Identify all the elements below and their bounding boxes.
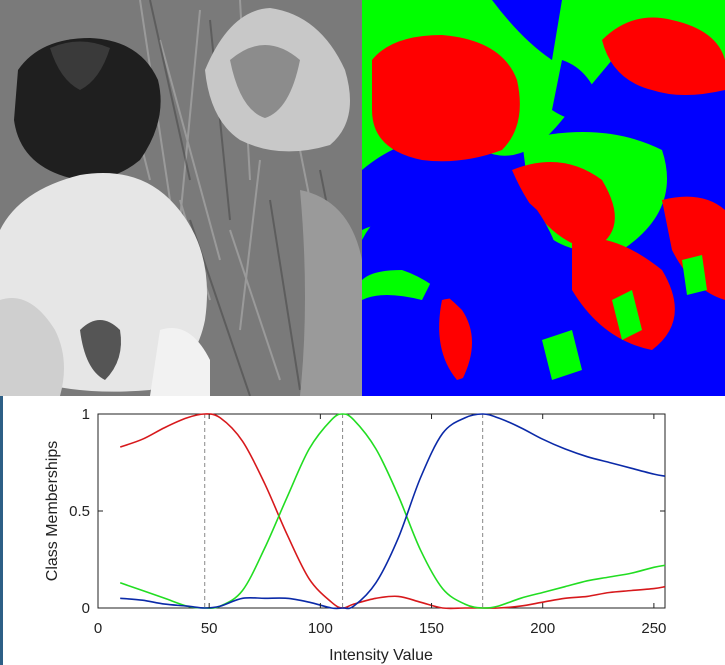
plot-area — [97, 413, 666, 609]
x-tick-label-1: 50 — [201, 620, 218, 637]
x-tick-label-3: 150 — [419, 620, 444, 637]
left-border-strip — [0, 396, 3, 665]
x-tick-label-0: 0 — [94, 620, 102, 637]
grayscale-tulip-image — [0, 0, 362, 396]
x-tick-label-5: 250 — [641, 620, 666, 637]
cluster-center-lines — [204, 414, 484, 608]
x-tick-label-2: 100 — [308, 620, 333, 637]
y-tick-label-1: 0.5 — [69, 503, 90, 520]
y-tick-label-0: 0 — [82, 600, 90, 617]
x-tick-label-4: 200 — [530, 620, 555, 637]
y-ticks: 00.51 — [69, 406, 665, 617]
x-ticks: 0 50 100 150 200 250 — [94, 414, 666, 637]
series-line-0 — [119, 413, 666, 610]
series-line-2 — [120, 413, 666, 610]
membership-chart: 0 50 100 150 200 250 00.51 Intensity Value Cl… — [44, 406, 666, 664]
series-layer — [119, 413, 666, 610]
y-axis-title: Class Memberships — [44, 441, 61, 581]
segmentation-map-image — [362, 0, 725, 396]
x-axis-title: Intensity Value — [329, 647, 433, 664]
y-tick-label-2: 1 — [82, 406, 90, 423]
